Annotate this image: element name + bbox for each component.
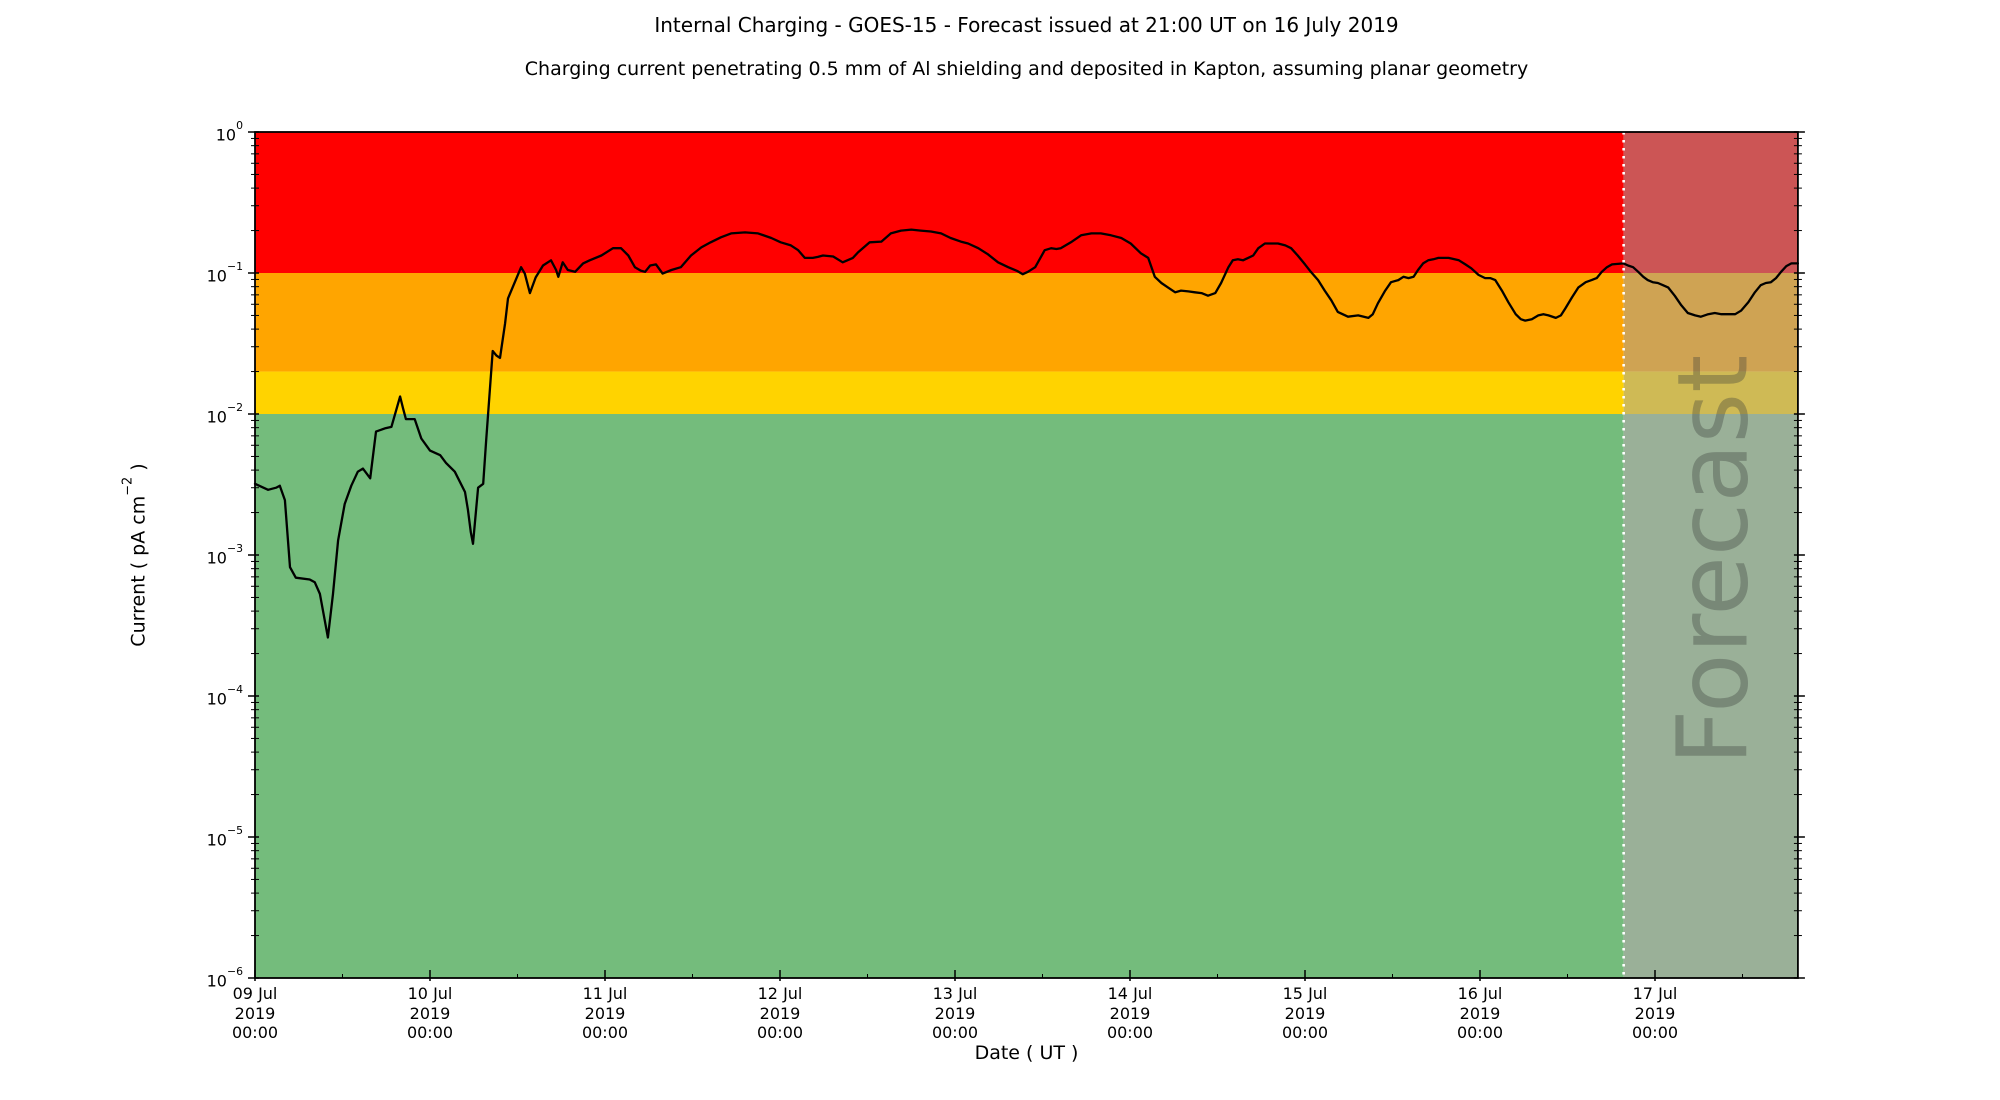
forecast-band-green [1623, 414, 1798, 978]
y-tick-label: 10−4 [206, 682, 243, 709]
y-tick-label: 10−3 [206, 541, 243, 568]
y-tick-label: 100 [215, 118, 243, 145]
x-tick-label: 14 Jul 2019 00:00 [1106, 984, 1154, 1042]
forecast-band-orange [1623, 273, 1798, 372]
x-tick-label: 15 Jul 2019 00:00 [1281, 984, 1329, 1042]
band-green [255, 414, 1624, 978]
band-yellow [255, 371, 1624, 414]
y-axis-label: Current ( pA cm−2 ) [119, 463, 150, 647]
band-red [255, 132, 1624, 273]
x-tick-label: 17 Jul 2019 00:00 [1631, 984, 1679, 1042]
y-tick-label: 10−2 [206, 400, 243, 427]
x-tick-label: 11 Jul 2019 00:00 [581, 984, 629, 1042]
forecast-band-red [1623, 132, 1798, 273]
axes-spines [254, 131, 1799, 979]
figure-title: Internal Charging - GOES-15 - Forecast i… [654, 13, 1399, 37]
forecast-watermark: Forecast [1656, 355, 1769, 765]
x-tick-label: 10 Jul 2019 00:00 [406, 984, 454, 1042]
y-axis-label-text: Current ( pA cm−2 ) [119, 463, 150, 647]
x-tick-label: 12 Jul 2019 00:00 [756, 984, 804, 1042]
y-tick-label: 10−6 [206, 964, 243, 991]
data-line [253, 228, 1800, 639]
axes-title: Charging current penetrating 0.5 mm of A… [524, 58, 1529, 80]
x-axis-label: Date ( UT ) [974, 1042, 1079, 1064]
x-tick-label: 09 Jul 2019 00:00 [231, 984, 279, 1042]
x-tick-label: 16 Jul 2019 00:00 [1456, 984, 1504, 1042]
y-tick-label: 10−5 [206, 823, 243, 850]
forecast-band-yellow [1623, 371, 1798, 414]
band-orange [255, 273, 1624, 372]
threshold-bands [255, 132, 1798, 978]
y-tick-label: 10−1 [206, 259, 243, 286]
x-tick-label: 13 Jul 2019 00:00 [931, 984, 979, 1042]
